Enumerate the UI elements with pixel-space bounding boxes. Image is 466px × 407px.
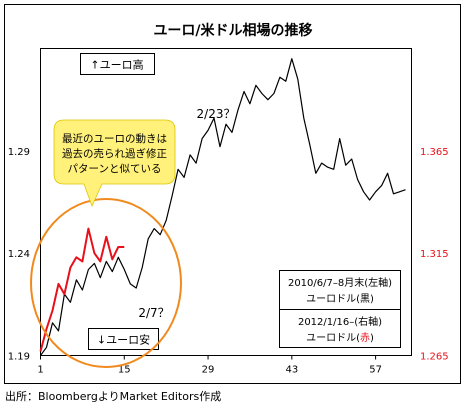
label-feb-23: 2/23？ bbox=[197, 107, 236, 121]
source-note: 出所：BloombergよりMarket Editors作成 bbox=[5, 389, 221, 403]
x-tick-label: 1 bbox=[37, 365, 43, 376]
legend-black-line1: 2010/6/7–8月末(左軸) bbox=[288, 276, 392, 289]
legend-black-line2: ユーロドル(黒) bbox=[306, 293, 374, 305]
black-series-line bbox=[40, 58, 406, 356]
x-tick-label: 57 bbox=[369, 365, 382, 376]
chart-title: ユーロ/米ドル相場の推移 bbox=[153, 22, 312, 39]
legend-red-line1: 2012/1/16–(右軸) bbox=[298, 315, 382, 328]
red-series-line bbox=[39, 227, 125, 352]
x-tick-label: 29 bbox=[202, 365, 215, 376]
right-axis-ticks: 1.265 1.315 1.365 bbox=[420, 147, 449, 363]
euro-high-label: ↑ユーロ高 bbox=[90, 58, 143, 72]
right-tick-label: 1.365 bbox=[420, 147, 449, 158]
euro-low-label: ↓ユーロ安 bbox=[97, 333, 150, 347]
euro-low-box bbox=[88, 328, 159, 350]
right-tick-label: 1.265 bbox=[420, 352, 449, 363]
x-axis-ticks: 1 15 29 43 57 bbox=[37, 355, 382, 376]
chart-frame bbox=[4, 4, 461, 384]
highlight-ellipse bbox=[30, 198, 182, 368]
left-tick-label: 1.19 bbox=[8, 352, 30, 363]
callout-line-1: 最近のユーロの動きは bbox=[62, 132, 167, 145]
label-feb-7: 2/7？ bbox=[138, 306, 169, 320]
legend-red-line2-prefix: ユーロドル( bbox=[306, 333, 360, 344]
legend-red-line2-red: 赤 bbox=[360, 332, 370, 344]
callout-line-2: 過去の売られ過ぎ修正 bbox=[62, 147, 167, 160]
left-axis-ticks: 1.19 1.24 1.29 bbox=[8, 147, 30, 363]
callout-bubble bbox=[53, 119, 176, 208]
euro-high-box bbox=[80, 53, 155, 75]
right-tick-label: 1.315 bbox=[420, 249, 449, 260]
x-tick-label: 43 bbox=[285, 365, 298, 376]
callout-line-3: パターンと似ている bbox=[68, 163, 162, 175]
left-tick-label: 1.29 bbox=[8, 147, 30, 158]
legend-red-line2-suffix: ) bbox=[370, 333, 374, 344]
left-tick-label: 1.24 bbox=[8, 249, 30, 260]
x-tick-label: 15 bbox=[118, 365, 131, 376]
legend-red-line2: ユーロドル(赤) bbox=[306, 332, 374, 344]
series-layer bbox=[39, 58, 406, 356]
